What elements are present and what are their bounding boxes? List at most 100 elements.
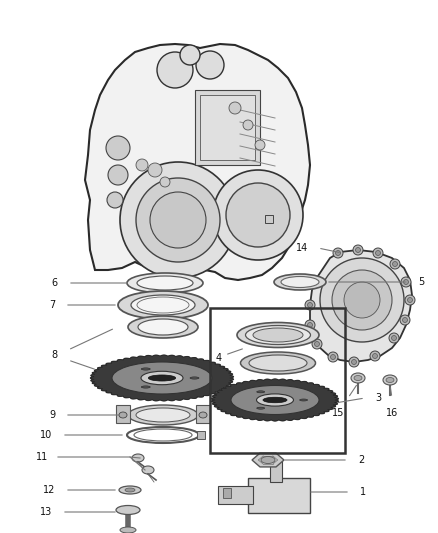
Circle shape: [108, 165, 128, 185]
Bar: [248, 478, 310, 513]
Bar: [223, 488, 231, 498]
Bar: [210, 308, 345, 453]
Circle shape: [403, 318, 407, 322]
Circle shape: [352, 359, 357, 365]
Ellipse shape: [300, 399, 307, 401]
Circle shape: [349, 357, 359, 367]
Bar: [195, 90, 260, 165]
Circle shape: [307, 322, 312, 327]
Circle shape: [213, 170, 303, 260]
Ellipse shape: [120, 527, 136, 533]
Bar: [197, 431, 205, 439]
Text: 5: 5: [418, 277, 424, 287]
Ellipse shape: [141, 372, 183, 385]
Circle shape: [331, 354, 336, 359]
Circle shape: [160, 177, 170, 187]
Ellipse shape: [199, 412, 207, 418]
Ellipse shape: [257, 407, 265, 409]
Text: 14: 14: [296, 243, 308, 253]
Ellipse shape: [190, 377, 199, 379]
Bar: [218, 486, 253, 504]
Circle shape: [332, 270, 392, 330]
Ellipse shape: [281, 277, 319, 287]
Circle shape: [136, 178, 220, 262]
Circle shape: [180, 45, 200, 65]
Ellipse shape: [261, 456, 275, 464]
Circle shape: [336, 251, 340, 255]
Bar: [265, 215, 273, 223]
Circle shape: [373, 248, 383, 258]
Ellipse shape: [142, 466, 154, 474]
Circle shape: [375, 251, 381, 255]
Text: 7: 7: [49, 300, 55, 310]
Polygon shape: [252, 453, 284, 467]
Ellipse shape: [136, 408, 190, 422]
Bar: [116, 405, 130, 423]
Ellipse shape: [386, 377, 394, 383]
Ellipse shape: [118, 291, 208, 319]
Circle shape: [226, 183, 290, 247]
Text: 3: 3: [375, 393, 381, 403]
Ellipse shape: [132, 454, 144, 462]
Ellipse shape: [125, 488, 135, 492]
Text: 6: 6: [52, 278, 58, 288]
Circle shape: [407, 297, 413, 303]
Text: 13: 13: [40, 507, 52, 517]
Text: 15: 15: [332, 408, 344, 418]
Text: 11: 11: [36, 452, 48, 462]
Ellipse shape: [148, 375, 176, 381]
Circle shape: [120, 162, 236, 278]
Circle shape: [150, 192, 206, 248]
Bar: [196, 405, 210, 423]
Text: 2: 2: [358, 455, 364, 465]
Circle shape: [372, 353, 378, 359]
Polygon shape: [91, 355, 233, 401]
Circle shape: [314, 342, 319, 346]
Circle shape: [356, 247, 360, 253]
Circle shape: [136, 159, 148, 171]
Ellipse shape: [274, 274, 326, 290]
Ellipse shape: [257, 394, 293, 406]
Ellipse shape: [240, 352, 315, 374]
Ellipse shape: [253, 328, 303, 342]
Ellipse shape: [231, 385, 319, 415]
Ellipse shape: [128, 316, 198, 338]
Ellipse shape: [127, 273, 203, 293]
Ellipse shape: [116, 505, 140, 514]
Circle shape: [305, 300, 315, 310]
Ellipse shape: [112, 362, 212, 394]
Circle shape: [255, 140, 265, 150]
Circle shape: [312, 339, 322, 349]
Circle shape: [400, 315, 410, 325]
Ellipse shape: [128, 405, 198, 425]
Circle shape: [392, 262, 398, 266]
Circle shape: [307, 303, 312, 308]
Circle shape: [106, 136, 130, 160]
Ellipse shape: [141, 368, 150, 370]
Ellipse shape: [137, 276, 193, 290]
Circle shape: [370, 351, 380, 361]
Bar: [200, 95, 255, 160]
Circle shape: [405, 295, 415, 305]
Circle shape: [390, 259, 400, 269]
Circle shape: [320, 258, 404, 342]
Text: 1: 1: [360, 487, 366, 497]
Circle shape: [403, 279, 409, 285]
Ellipse shape: [141, 386, 150, 388]
Ellipse shape: [257, 391, 265, 393]
Text: 10: 10: [40, 430, 52, 440]
Ellipse shape: [354, 376, 362, 381]
Ellipse shape: [119, 412, 127, 418]
Polygon shape: [212, 379, 339, 421]
Circle shape: [353, 245, 363, 255]
Circle shape: [344, 282, 380, 318]
Polygon shape: [85, 44, 310, 280]
Text: 8: 8: [51, 350, 57, 360]
Circle shape: [333, 248, 343, 258]
Ellipse shape: [237, 322, 319, 348]
Circle shape: [148, 163, 162, 177]
Ellipse shape: [263, 397, 287, 403]
Text: 16: 16: [386, 408, 398, 418]
Text: 4: 4: [216, 353, 222, 363]
Circle shape: [157, 52, 193, 88]
